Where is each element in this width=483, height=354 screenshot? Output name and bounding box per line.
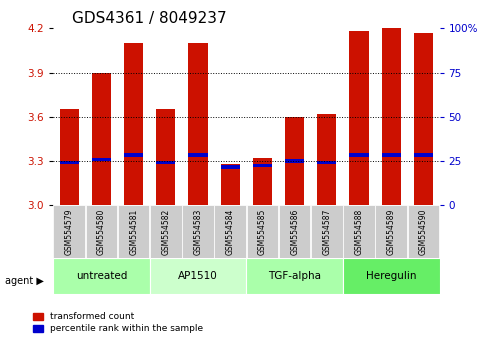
Bar xyxy=(311,205,342,258)
Text: GSM554581: GSM554581 xyxy=(129,209,138,255)
Bar xyxy=(408,205,439,258)
Bar xyxy=(317,114,337,205)
Bar xyxy=(247,205,278,258)
Text: GSM554583: GSM554583 xyxy=(194,209,202,255)
Bar xyxy=(317,161,337,164)
Text: Heregulin: Heregulin xyxy=(366,271,416,281)
Bar xyxy=(156,161,175,164)
Bar xyxy=(253,164,272,167)
Text: TGF-alpha: TGF-alpha xyxy=(268,271,321,281)
Text: GSM554579: GSM554579 xyxy=(65,209,74,255)
Bar xyxy=(349,31,369,205)
Bar xyxy=(156,109,175,205)
Bar xyxy=(375,205,407,258)
Bar xyxy=(221,164,240,205)
Bar xyxy=(246,258,343,294)
Bar xyxy=(343,205,375,258)
Bar xyxy=(285,117,304,205)
Bar xyxy=(124,153,143,157)
Bar xyxy=(92,73,111,205)
Bar xyxy=(382,153,401,157)
Bar xyxy=(59,109,79,205)
Bar xyxy=(343,258,440,294)
Bar xyxy=(253,158,272,205)
Bar xyxy=(382,28,401,205)
Text: GSM554586: GSM554586 xyxy=(290,209,299,255)
Text: GSM554584: GSM554584 xyxy=(226,209,235,255)
Bar xyxy=(53,258,150,294)
Bar xyxy=(182,205,214,258)
Text: GSM554585: GSM554585 xyxy=(258,209,267,255)
Bar xyxy=(188,43,208,205)
Text: GSM554582: GSM554582 xyxy=(161,209,170,255)
Bar xyxy=(285,159,304,163)
Text: GDS4361 / 8049237: GDS4361 / 8049237 xyxy=(72,11,227,26)
Text: GSM554588: GSM554588 xyxy=(355,209,364,255)
Bar xyxy=(54,205,85,258)
Bar xyxy=(118,205,149,258)
Text: untreated: untreated xyxy=(76,271,127,281)
Text: GSM554590: GSM554590 xyxy=(419,209,428,255)
Text: GSM554580: GSM554580 xyxy=(97,209,106,255)
Bar xyxy=(188,153,208,157)
Bar xyxy=(59,161,79,164)
Bar xyxy=(349,153,369,157)
Text: GSM554587: GSM554587 xyxy=(322,209,331,255)
Text: agent ▶: agent ▶ xyxy=(5,276,43,286)
Bar xyxy=(414,153,433,157)
Bar xyxy=(92,158,111,161)
Bar xyxy=(85,205,117,258)
Legend: transformed count, percentile rank within the sample: transformed count, percentile rank withi… xyxy=(33,313,203,333)
Bar xyxy=(279,205,311,258)
Bar xyxy=(150,258,246,294)
Bar xyxy=(221,165,240,169)
Text: AP1510: AP1510 xyxy=(178,271,218,281)
Text: GSM554589: GSM554589 xyxy=(387,209,396,255)
Bar xyxy=(214,205,246,258)
Bar xyxy=(414,33,433,205)
Bar xyxy=(124,43,143,205)
Bar xyxy=(150,205,182,258)
